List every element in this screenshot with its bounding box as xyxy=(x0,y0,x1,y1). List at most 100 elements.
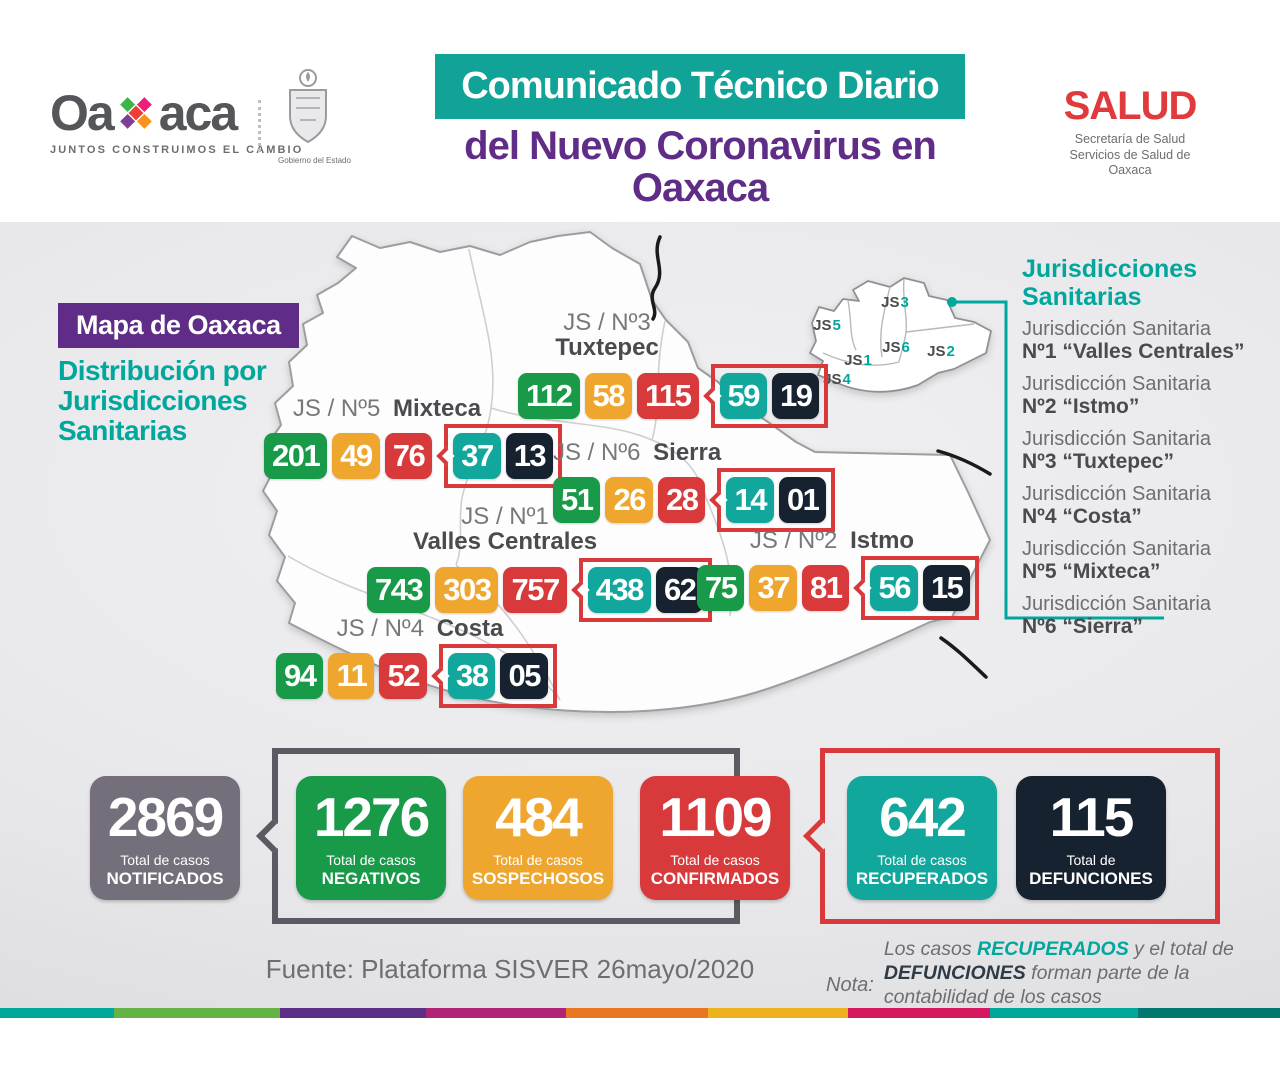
list-item-line1: Jurisdicción Sanitaria xyxy=(1022,427,1211,450)
recovered-deaths-box: 59 19 xyxy=(702,363,829,428)
confirmados-count: 76 xyxy=(384,433,433,480)
case-card-row: 743 303 757 438 62 xyxy=(367,557,713,622)
box-pointer xyxy=(709,491,729,510)
list-item-line2: Nº2 “Istmo” xyxy=(1022,395,1140,419)
list-item-line2: Nº5 “Mixteca” xyxy=(1022,560,1161,584)
case-card-row: 51 26 28 14 01 xyxy=(553,468,836,533)
stat-value: 2869 xyxy=(107,785,224,848)
jurisdiction-name: Mixteca xyxy=(393,395,482,422)
jurisdiction-group-sierra: JS / Nº6 Sierra 51 26 28 14 01 xyxy=(553,439,836,533)
case-card-row: 201 49 76 37 13 xyxy=(264,424,563,489)
list-item-line2: Nº3 “Tuxtepec” xyxy=(1022,450,1174,474)
list-item: Jurisdicción Sanitaria Nº5 “Mixteca” xyxy=(1022,538,1244,584)
case-card-row: 94 11 52 38 05 xyxy=(276,644,564,709)
list-item: Jurisdicción Sanitaria Nº2 “Istmo” xyxy=(1022,373,1244,419)
jurisdiction-group-costa: JS / Nº4 Costa 94 11 52 38 05 xyxy=(276,616,564,709)
jurisdiction-number: JS / Nº5 xyxy=(292,395,381,422)
jurisdiction-group-tuxtepec: JS / Nº3 Tuxtepec 112 58 115 59 19 xyxy=(518,309,829,428)
recovered-deaths-box: 56 15 xyxy=(853,556,980,621)
total-defunciones-card: 115 Total de DEFUNCIONES xyxy=(1016,776,1166,900)
stat-category: SOSPECHOSOS xyxy=(471,868,605,888)
stat-label: Total de xyxy=(1066,851,1116,868)
footnote-seg: forman parte de la contabilidad de los c… xyxy=(883,961,1190,1008)
stat-value: 1276 xyxy=(313,785,430,848)
jurisdiction-name: Sierra xyxy=(653,439,722,466)
jurisdiction-label: JS / Nº1 Valles Centrales xyxy=(367,504,643,555)
jurisdiction-number: JS / Nº3 xyxy=(563,309,651,336)
stat-value: 1109 xyxy=(659,785,772,848)
map-subtitle-line3: Sanitarias xyxy=(58,415,187,447)
recuperados-count: 38 xyxy=(447,653,496,700)
sospechosos-count: 37 xyxy=(749,565,797,612)
negativos-count: 51 xyxy=(553,477,601,524)
list-item-line1: Jurisdicción Sanitaria xyxy=(1022,537,1211,560)
total-notificados-card: 2869 Total de casos NOTIFICADOS xyxy=(90,776,240,900)
sospechosos-count: 303 xyxy=(435,566,499,613)
recuperados-count: 438 xyxy=(587,566,651,613)
negativos-count: 201 xyxy=(264,433,328,480)
list-item-line2: Nº6 “Sierra” xyxy=(1022,614,1143,638)
footnote-highlight-recuperados: RECUPERADOS xyxy=(977,938,1129,960)
map-title-badge: Mapa de Oaxaca xyxy=(58,303,299,348)
box-pointer xyxy=(436,447,455,466)
salud-logo: SALUD Secretaría de Salud Servicios de S… xyxy=(1055,86,1205,179)
jurisdiction-name: Istmo xyxy=(850,527,915,554)
stat-category: CONFIRMADOS xyxy=(650,868,780,888)
jurisdiction-name: Tuxtepec xyxy=(555,334,659,362)
sospechosos-count: 49 xyxy=(332,433,380,480)
jurisdiction-number: JS / Nº4 xyxy=(336,615,425,642)
defunciones-count: 05 xyxy=(500,653,548,700)
defunciones-count: 15 xyxy=(922,565,971,612)
list-item-line1: Jurisdicción Sanitaria xyxy=(1022,482,1211,505)
box-pointer xyxy=(702,386,722,406)
footnote-label: Nota: xyxy=(826,974,874,997)
oaxaca-wordmark: Oa aca xyxy=(50,88,303,138)
jurisdiction-group-istmo: JS / Nº2 Istmo 75 37 81 56 15 xyxy=(697,528,980,621)
list-item-line1: Jurisdicción Sanitaria xyxy=(1022,592,1211,615)
map-subtitle: Distribución por Jurisdicciones Sanitari… xyxy=(58,355,267,447)
jurisdiction-name: Valles Centrales xyxy=(412,528,598,556)
map-subtitle-line1: Distribución por xyxy=(58,355,267,386)
jurisdiction-label: JS / Nº2 Istmo xyxy=(697,528,967,553)
jurisdiction-label: JS / Nº4 Costa xyxy=(276,616,564,641)
salud-wordmark: SALUD xyxy=(1063,84,1198,128)
defunciones-count: 13 xyxy=(505,433,554,480)
recuperados-count: 56 xyxy=(870,565,918,612)
total-negativos-card: 1276 Total de casos NEGATIVOS xyxy=(296,776,446,900)
negativos-count: 94 xyxy=(276,653,324,700)
source-note: Fuente: Plataforma SISVER 26mayo/2020 xyxy=(265,954,755,984)
footnote-seg: y el total de xyxy=(1128,938,1234,960)
negativos-count: 743 xyxy=(367,566,431,613)
list-item: Jurisdicción Sanitaria Nº6 “Sierra” xyxy=(1022,593,1244,639)
confirmados-count: 81 xyxy=(801,565,850,612)
jurisdiction-number: JS / Nº1 xyxy=(461,503,549,530)
color-stripe xyxy=(0,1008,1280,1018)
total-sospechosos-card: 484 Total de casos SOSPECHOSOS xyxy=(463,776,613,900)
legend-title: Jurisdicciones Sanitarias xyxy=(1022,255,1198,311)
wordmark-right: aca xyxy=(158,85,238,141)
list-item: Jurisdicción Sanitaria Nº4 “Costa” xyxy=(1022,483,1244,529)
seal-caption: Gobierno del Estado xyxy=(278,156,351,165)
recuperados-count: 59 xyxy=(719,372,767,419)
title-banner: Comunicado Técnico Diario xyxy=(435,54,965,119)
jurisdiction-group-valles-centrales: JS / Nº1 Valles Centrales 743 303 757 43… xyxy=(367,504,713,622)
list-item-line1: Jurisdicción Sanitaria xyxy=(1022,318,1211,340)
sospechosos-count: 11 xyxy=(328,653,375,700)
footnote-highlight-defunciones: DEFUNCIONES xyxy=(883,961,1026,984)
list-item-line2: Nº1 “Valles Centrales” xyxy=(1022,340,1245,364)
recuperados-count: 37 xyxy=(453,433,501,480)
case-card-row: 112 58 115 59 19 xyxy=(518,363,829,428)
total-confirmados-card: 1109 Total de casos CONFIRMADOS xyxy=(640,776,790,900)
stat-category: DEFUNCIONES xyxy=(1029,868,1153,888)
state-seal: Gobierno del Estado xyxy=(278,68,351,165)
jurisdiction-number: JS / Nº6 xyxy=(553,439,641,466)
list-item-line2: Nº4 “Costa” xyxy=(1022,505,1142,529)
salud-line1: Secretaría de Salud xyxy=(1074,132,1186,146)
legend-title-line2: Sanitarias xyxy=(1022,282,1142,311)
footer: SALUD SECRETARÍA DE SALUD Oa aca JUNTOS … xyxy=(0,1018,1280,1082)
recovered-deaths-box: 438 62 xyxy=(571,557,713,622)
legend-title-line1: Jurisdicciones xyxy=(1022,255,1198,283)
oaxaca-logo: Oa aca JUNTOS CONSTRUIMOS EL CAMBIO xyxy=(50,88,303,156)
defunciones-count: 19 xyxy=(772,372,820,419)
diamond-x-icon xyxy=(119,97,152,129)
